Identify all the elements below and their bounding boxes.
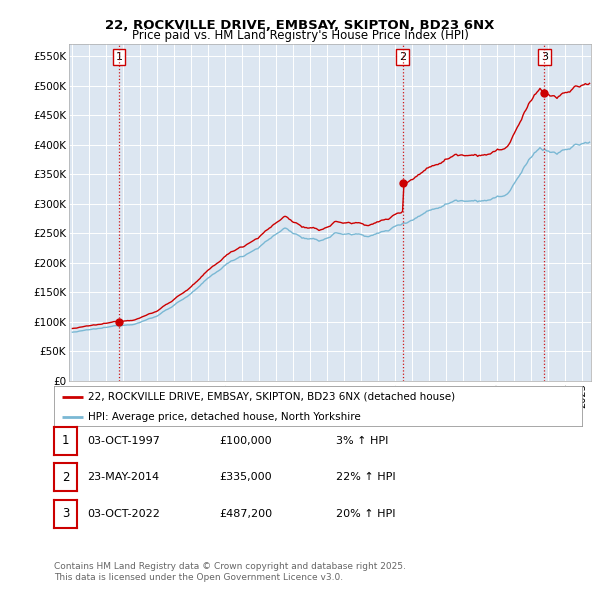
Text: 1: 1: [62, 434, 69, 447]
Text: HPI: Average price, detached house, North Yorkshire: HPI: Average price, detached house, Nort…: [88, 412, 361, 422]
Text: 3% ↑ HPI: 3% ↑ HPI: [336, 436, 388, 445]
Text: 3: 3: [62, 507, 69, 520]
Text: £100,000: £100,000: [219, 436, 272, 445]
Text: 1: 1: [116, 53, 122, 62]
Text: 22, ROCKVILLE DRIVE, EMBSAY, SKIPTON, BD23 6NX (detached house): 22, ROCKVILLE DRIVE, EMBSAY, SKIPTON, BD…: [88, 392, 455, 402]
Text: 22, ROCKVILLE DRIVE, EMBSAY, SKIPTON, BD23 6NX: 22, ROCKVILLE DRIVE, EMBSAY, SKIPTON, BD…: [106, 19, 494, 32]
Text: 20% ↑ HPI: 20% ↑ HPI: [336, 509, 395, 519]
Text: 22% ↑ HPI: 22% ↑ HPI: [336, 473, 395, 482]
Text: Contains HM Land Registry data © Crown copyright and database right 2025.
This d: Contains HM Land Registry data © Crown c…: [54, 562, 406, 582]
Text: 2: 2: [62, 471, 69, 484]
Text: £487,200: £487,200: [219, 509, 272, 519]
Text: £335,000: £335,000: [219, 473, 272, 482]
Text: Price paid vs. HM Land Registry's House Price Index (HPI): Price paid vs. HM Land Registry's House …: [131, 30, 469, 42]
Text: 23-MAY-2014: 23-MAY-2014: [87, 473, 159, 482]
Text: 3: 3: [541, 53, 548, 62]
Text: 03-OCT-2022: 03-OCT-2022: [87, 509, 160, 519]
Text: 03-OCT-1997: 03-OCT-1997: [87, 436, 160, 445]
Text: 2: 2: [399, 53, 406, 62]
